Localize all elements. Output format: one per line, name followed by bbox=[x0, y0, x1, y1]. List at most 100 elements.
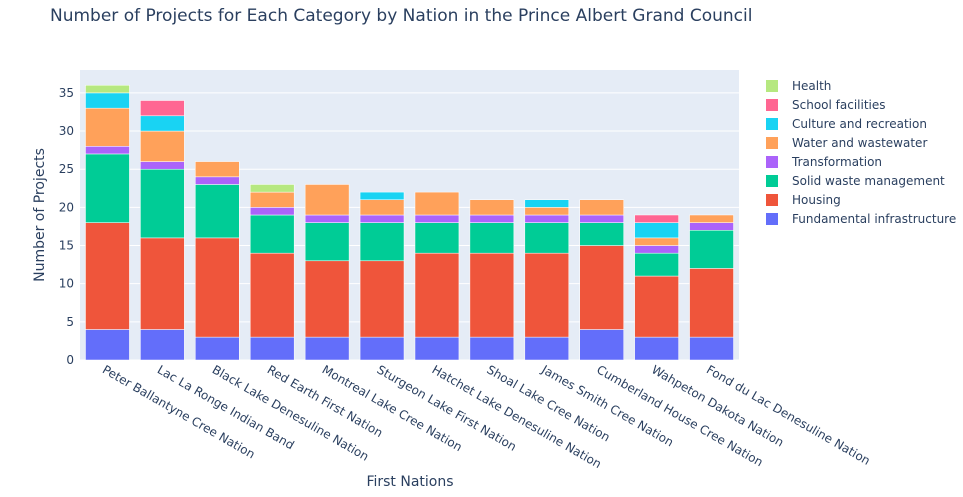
y-tick-label: 0 bbox=[66, 353, 74, 367]
bar-segment bbox=[414, 214, 460, 223]
bar-segment bbox=[579, 245, 624, 330]
bar-segment bbox=[140, 100, 185, 117]
bar-segment bbox=[85, 222, 130, 330]
bar-segment bbox=[359, 260, 405, 338]
bar-segment bbox=[524, 214, 570, 223]
legend-swatch bbox=[766, 175, 778, 187]
bar-segment bbox=[140, 168, 185, 239]
y-tick-label: 35 bbox=[59, 86, 74, 100]
y-axis-ticks: 0 5 10 15 20 25 30 35 bbox=[59, 86, 74, 367]
bar-segment bbox=[85, 146, 130, 155]
legend-swatch bbox=[766, 118, 778, 130]
bar-segment bbox=[85, 85, 130, 94]
bar-segment bbox=[524, 199, 570, 208]
bar-segment bbox=[85, 329, 130, 361]
bar-segment bbox=[414, 336, 460, 361]
bar-segment bbox=[579, 214, 624, 223]
legend-label: Solid waste management bbox=[792, 174, 945, 188]
bar-segment bbox=[85, 153, 130, 223]
bar-segment bbox=[634, 336, 679, 361]
bar-segment bbox=[634, 237, 679, 246]
bar-segment bbox=[249, 191, 295, 208]
y-tick-label: 25 bbox=[59, 162, 74, 176]
bar-segment bbox=[85, 107, 130, 147]
bar-segment bbox=[634, 252, 679, 277]
bar-segment bbox=[304, 260, 350, 338]
gridlines bbox=[80, 92, 739, 361]
bar-segment bbox=[524, 207, 570, 216]
bar-segment bbox=[195, 237, 240, 338]
bar-segment bbox=[140, 161, 185, 170]
legend-label: Housing bbox=[792, 193, 841, 207]
bar-segment bbox=[195, 176, 240, 185]
plot-area bbox=[80, 70, 739, 360]
bar-segment bbox=[249, 184, 295, 193]
bar-segment bbox=[85, 92, 130, 109]
y-tick-label: 30 bbox=[59, 124, 74, 138]
legend-swatch bbox=[766, 194, 778, 206]
legend-swatch bbox=[766, 137, 778, 149]
bar-segment bbox=[469, 252, 515, 338]
bar-segment bbox=[469, 222, 515, 254]
bar-segment bbox=[140, 237, 185, 330]
bar-segment bbox=[359, 336, 405, 361]
y-axis-title: Number of Projects bbox=[32, 148, 48, 282]
chart-title: Number of Projects for Each Category by … bbox=[50, 6, 752, 26]
legend-label: Health bbox=[792, 79, 831, 93]
bar-segment bbox=[524, 336, 570, 361]
legend-label: Fundamental infrastructure bbox=[792, 212, 956, 226]
bar-segment bbox=[140, 115, 185, 132]
bars bbox=[85, 85, 734, 361]
bar-segment bbox=[304, 214, 350, 223]
bar-segment bbox=[469, 199, 515, 216]
bar-segment bbox=[634, 245, 679, 254]
bar-segment bbox=[414, 222, 460, 254]
bar-segment bbox=[304, 336, 350, 361]
bar-segment bbox=[195, 184, 240, 239]
bar-segment bbox=[689, 214, 734, 223]
bar-segment bbox=[524, 222, 570, 254]
bar-segment bbox=[195, 336, 240, 361]
y-tick-label: 10 bbox=[59, 277, 74, 291]
bar-segment bbox=[634, 214, 679, 223]
y-tick-label: 5 bbox=[66, 315, 74, 329]
bar-segment bbox=[359, 222, 405, 262]
bar-segment bbox=[140, 329, 185, 361]
bar-segment bbox=[304, 184, 350, 216]
y-tick-label: 20 bbox=[59, 200, 74, 214]
x-axis-title: First Nations bbox=[366, 474, 453, 490]
legend-swatch bbox=[766, 99, 778, 111]
legend-label: School facilities bbox=[792, 98, 886, 112]
bar-segment bbox=[359, 191, 405, 200]
bar-segment bbox=[689, 268, 734, 338]
legend-label: Water and wastewater bbox=[792, 136, 927, 150]
bar-segment bbox=[414, 191, 460, 216]
bar-segment bbox=[469, 336, 515, 361]
bar-segment bbox=[689, 336, 734, 361]
legend-swatch bbox=[766, 213, 778, 225]
bar-segment bbox=[634, 222, 679, 239]
bar-segment bbox=[249, 336, 295, 361]
bar-segment bbox=[579, 222, 624, 246]
bar-segment bbox=[579, 329, 624, 361]
bar-segment bbox=[359, 199, 405, 216]
bar-segment bbox=[249, 214, 295, 254]
legend-swatch bbox=[766, 80, 778, 92]
bar-segment bbox=[469, 214, 515, 223]
bar-segment bbox=[249, 252, 295, 338]
bar-segment bbox=[689, 230, 734, 269]
bar-segment bbox=[689, 222, 734, 231]
bar-segment bbox=[579, 199, 624, 216]
y-tick-label: 15 bbox=[59, 239, 74, 253]
bar-segment bbox=[140, 130, 185, 162]
bar-segment bbox=[634, 275, 679, 338]
bar-segment bbox=[414, 252, 460, 338]
legend-swatch bbox=[766, 156, 778, 168]
bar-segment bbox=[524, 252, 570, 338]
bar-segment bbox=[249, 207, 295, 216]
legend-label: Transformation bbox=[791, 155, 882, 169]
legend: Health School facilities Culture and recre… bbox=[766, 79, 956, 226]
bar-segment bbox=[195, 161, 240, 178]
